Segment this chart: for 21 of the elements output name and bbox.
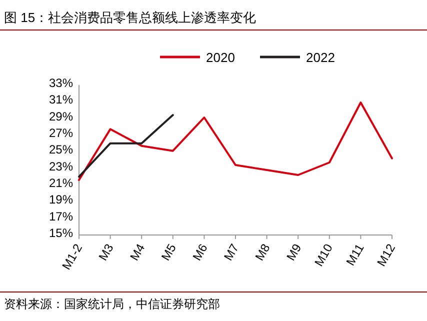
y-tick-label: 29% bbox=[48, 109, 74, 124]
chart-title: 图 15：社会消费品零售总额线上渗透率变化 bbox=[4, 10, 256, 25]
legend-label: 2020 bbox=[206, 50, 235, 65]
y-tick-label: 31% bbox=[48, 92, 74, 107]
legend-label: 2022 bbox=[306, 50, 335, 65]
y-tick-label: 15% bbox=[48, 226, 74, 240]
y-tick-label: 23% bbox=[48, 159, 74, 174]
x-tick-label: M7 bbox=[221, 241, 242, 263]
y-tick-label: 27% bbox=[48, 126, 74, 140]
x-tick-label: M9 bbox=[284, 241, 304, 263]
y-tick-label: 25% bbox=[48, 142, 74, 157]
x-tick-label: M4 bbox=[127, 241, 148, 263]
x-tick-label: M8 bbox=[252, 241, 274, 263]
text: 资料来源：国家统计局，中信证券研究部 bbox=[4, 297, 220, 311]
y-tick-label: 19% bbox=[48, 192, 74, 207]
x-tick-label: M6 bbox=[190, 241, 210, 263]
y-tick-label: 17% bbox=[48, 209, 74, 224]
x-tick-label: M5 bbox=[158, 241, 180, 263]
y-tick-label: 33% bbox=[48, 76, 74, 90]
x-tick-label: M3 bbox=[96, 241, 117, 263]
y-tick-label: 21% bbox=[48, 176, 74, 190]
